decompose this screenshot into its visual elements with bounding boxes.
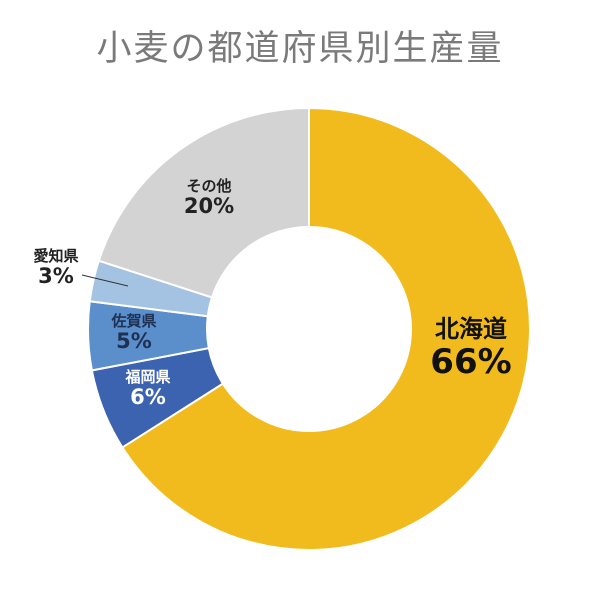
slice-label-sonota: その他 20%	[184, 178, 234, 218]
slice-percent-hokkaido: 66%	[430, 341, 512, 382]
slice-name-hokkaido: 北海道	[434, 315, 507, 343]
slice-hokkaido	[121, 106, 531, 551]
slice-percent-saga: 5%	[116, 328, 152, 353]
slice-sonota	[97, 106, 310, 299]
slice-label-fukuoka: 福岡県 6%	[125, 369, 170, 409]
slice-label-aichi: 愛知県 3%	[33, 248, 78, 288]
slice-label-hokkaido: 北海道 66%	[430, 316, 511, 381]
slice-percent-fukuoka: 6%	[130, 384, 166, 409]
slice-percent-sonota: 20%	[183, 193, 235, 218]
chart-title: 小麦の都道府県別生産量	[96, 29, 504, 69]
slice-percent-aichi: 3%	[38, 263, 74, 288]
slice-name-fukuoka: 福岡県	[125, 368, 171, 386]
slice-label-saga: 佐賀県 5%	[111, 313, 156, 353]
slice-name-aichi: 愛知県	[33, 247, 79, 265]
slice-name-sonota: その他	[186, 177, 232, 195]
slice-name-saga: 佐賀県	[111, 312, 157, 330]
leader-line-aichi	[81, 274, 129, 287]
